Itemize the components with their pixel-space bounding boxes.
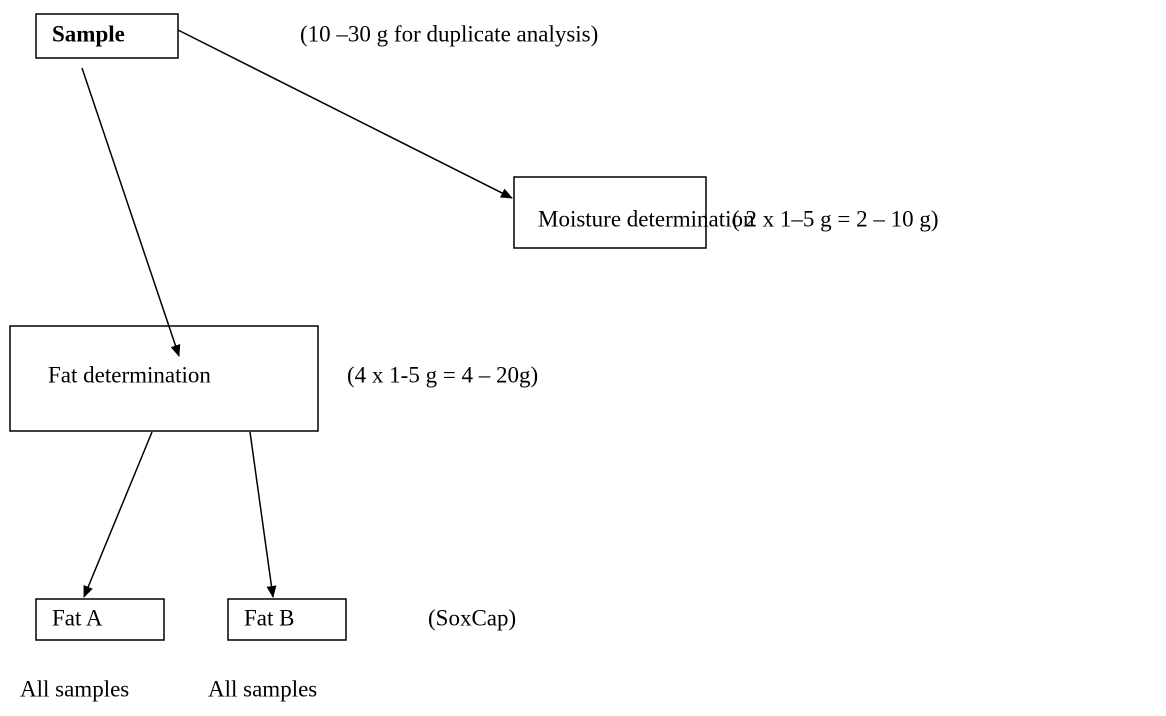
sample-box [35, 13, 179, 59]
fat-a-box [35, 598, 165, 641]
fat-b-note: All samples [208, 676, 317, 701]
fat-label: Fat determination [48, 362, 211, 387]
moisture-note: ( 2 x 1–5 g = 2 – 10 g) [732, 206, 939, 231]
fat-b-box [227, 598, 347, 641]
fat-box [9, 325, 319, 432]
fat-note: (4 x 1-5 g = 4 – 20g) [347, 362, 538, 387]
sample-note: (10 –30 g for duplicate analysis) [300, 21, 598, 46]
arrow [81, 67, 181, 357]
moisture-label: Moisture determination [538, 206, 755, 231]
sample-label: Sample [52, 21, 125, 46]
moisture-box [513, 176, 707, 249]
arrow [177, 29, 513, 199]
fat-a-label: Fat A [52, 605, 103, 630]
fat-a-note: All samples [20, 676, 129, 701]
arrow [83, 431, 153, 598]
arrow [249, 431, 277, 598]
fat-b-label: Fat B [244, 605, 294, 630]
method-note: (SoxCap) [428, 605, 516, 630]
